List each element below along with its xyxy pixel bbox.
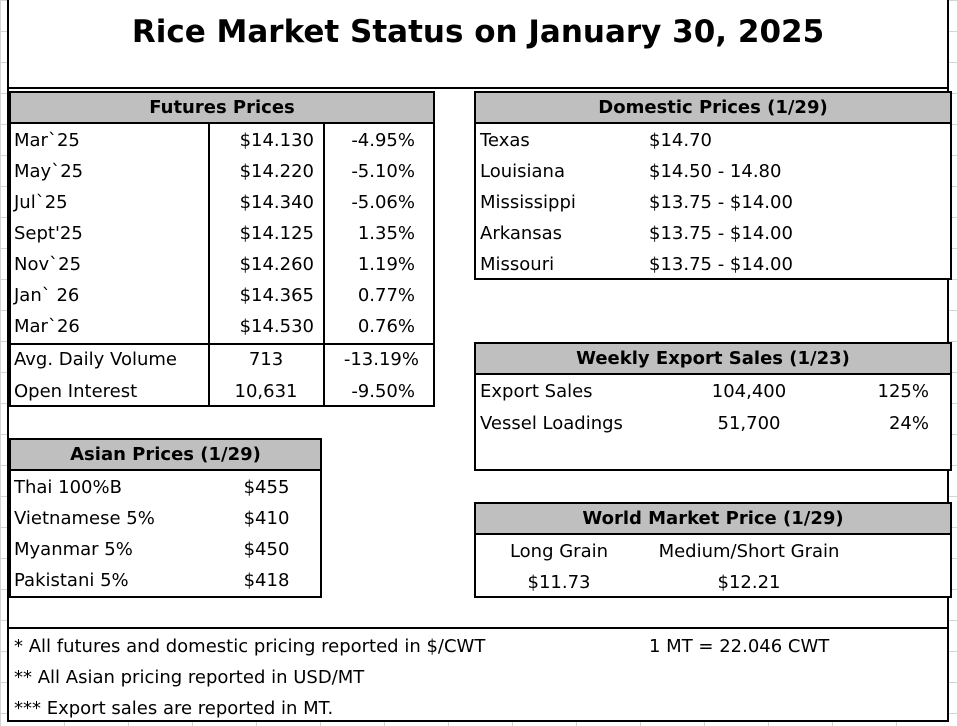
domestic-row-price: $13.75 - $14.00 bbox=[649, 223, 793, 244]
asian-row-origin: Myanmar 5% bbox=[14, 539, 133, 560]
medium-grain-label: Medium/Short Grain bbox=[658, 541, 840, 562]
volume-label: Avg. Daily Volume bbox=[14, 349, 177, 370]
long-grain-value: $11.73 bbox=[527, 572, 591, 593]
world-price-box: World Market Price (1/29) bbox=[474, 502, 952, 598]
volume-value: 713 bbox=[248, 349, 284, 370]
futures-row-change: 1.35% bbox=[357, 223, 415, 244]
asian-row-price: $410 bbox=[243, 508, 290, 529]
futures-row-month: Sept'25 bbox=[14, 223, 83, 244]
export-row-label: Export Sales bbox=[480, 381, 593, 402]
export-row-pct: 24% bbox=[888, 413, 929, 434]
domestic-row-state: Texas bbox=[480, 130, 530, 151]
export-row-pct: 125% bbox=[877, 381, 929, 402]
open-interest-label: Open Interest bbox=[14, 381, 138, 402]
page-title: Rice Market Status on January 30, 2025 bbox=[131, 14, 825, 50]
futures-row-price: $14.130 bbox=[239, 130, 314, 151]
asian-row-price: $455 bbox=[243, 477, 290, 498]
futures-col-divider-2 bbox=[323, 122, 325, 407]
futures-row-change: -5.10% bbox=[351, 161, 415, 182]
world-header: World Market Price (1/29) bbox=[476, 504, 950, 535]
export-sales-box: Weekly Export Sales (1/23) bbox=[474, 342, 952, 471]
note-futures-units: * All futures and domestic pricing repor… bbox=[14, 636, 486, 657]
note-conversion: 1 MT = 22.046 CWT bbox=[649, 636, 830, 657]
futures-row-month: Jul`25 bbox=[14, 192, 68, 213]
domestic-row-state: Missouri bbox=[480, 254, 555, 275]
open-interest-value: 10,631 bbox=[234, 381, 298, 402]
note-asian-units: ** All Asian pricing reported in USD/MT bbox=[14, 667, 365, 688]
note-export-units: *** Export sales are reported in MT. bbox=[14, 698, 334, 719]
futures-row-price: $14.340 bbox=[239, 192, 314, 213]
title-divider bbox=[9, 87, 947, 89]
futures-row-change: 0.76% bbox=[357, 316, 415, 337]
futures-row-price: $14.365 bbox=[239, 285, 314, 306]
futures-row-price: $14.125 bbox=[239, 223, 314, 244]
futures-row-month: Jan` 26 bbox=[14, 285, 80, 306]
futures-prices-box: Futures Prices bbox=[9, 91, 435, 407]
futures-row-change: 1.19% bbox=[357, 254, 415, 275]
asian-row-origin: Thai 100%B bbox=[14, 477, 122, 498]
open-interest-change: -9.50% bbox=[351, 381, 415, 402]
asian-prices-box: Asian Prices (1/29) bbox=[9, 438, 322, 598]
futures-summary-divider bbox=[9, 343, 435, 345]
export-row-value: 51,700 bbox=[717, 413, 781, 434]
report-sheet: Rice Market Status on January 30, 2025 F… bbox=[7, 0, 952, 722]
domestic-row-price: $14.50 - 14.80 bbox=[649, 161, 782, 182]
futures-col-divider-1 bbox=[208, 122, 210, 407]
futures-row-price: $14.220 bbox=[239, 161, 314, 182]
long-grain-label: Long Grain bbox=[509, 541, 609, 562]
notes-divider bbox=[9, 627, 947, 629]
asian-row-price: $450 bbox=[243, 539, 290, 560]
domestic-row-price: $13.75 - $14.00 bbox=[649, 192, 793, 213]
asian-row-origin: Vietnamese 5% bbox=[14, 508, 155, 529]
medium-grain-value: $12.21 bbox=[717, 572, 781, 593]
futures-row-month: Mar`26 bbox=[14, 316, 80, 337]
futures-row-change: -4.95% bbox=[351, 130, 415, 151]
asian-row-price: $418 bbox=[243, 570, 290, 591]
domestic-row-price: $13.75 - $14.00 bbox=[649, 254, 793, 275]
asian-row-origin: Pakistani 5% bbox=[14, 570, 129, 591]
futures-row-change: -5.06% bbox=[351, 192, 415, 213]
domestic-row-state: Mississippi bbox=[480, 192, 576, 213]
futures-row-month: May`25 bbox=[14, 161, 84, 182]
futures-row-month: Nov`25 bbox=[14, 254, 82, 275]
volume-change: -13.19% bbox=[343, 349, 419, 370]
domestic-prices-box: Domestic Prices (1/29) bbox=[474, 91, 952, 280]
export-row-label: Vessel Loadings bbox=[480, 413, 623, 434]
futures-row-change: 0.77% bbox=[357, 285, 415, 306]
asian-header: Asian Prices (1/29) bbox=[11, 440, 320, 471]
futures-row-month: Mar`25 bbox=[14, 130, 80, 151]
export-row-value: 104,400 bbox=[711, 381, 787, 402]
domestic-row-price: $14.70 bbox=[649, 130, 712, 151]
futures-row-price: $14.260 bbox=[239, 254, 314, 275]
domestic-row-state: Louisiana bbox=[480, 161, 565, 182]
domestic-row-state: Arkansas bbox=[480, 223, 563, 244]
futures-row-price: $14.530 bbox=[239, 316, 314, 337]
futures-header: Futures Prices bbox=[11, 93, 433, 124]
domestic-header: Domestic Prices (1/29) bbox=[476, 93, 950, 124]
export-header: Weekly Export Sales (1/23) bbox=[476, 344, 950, 375]
